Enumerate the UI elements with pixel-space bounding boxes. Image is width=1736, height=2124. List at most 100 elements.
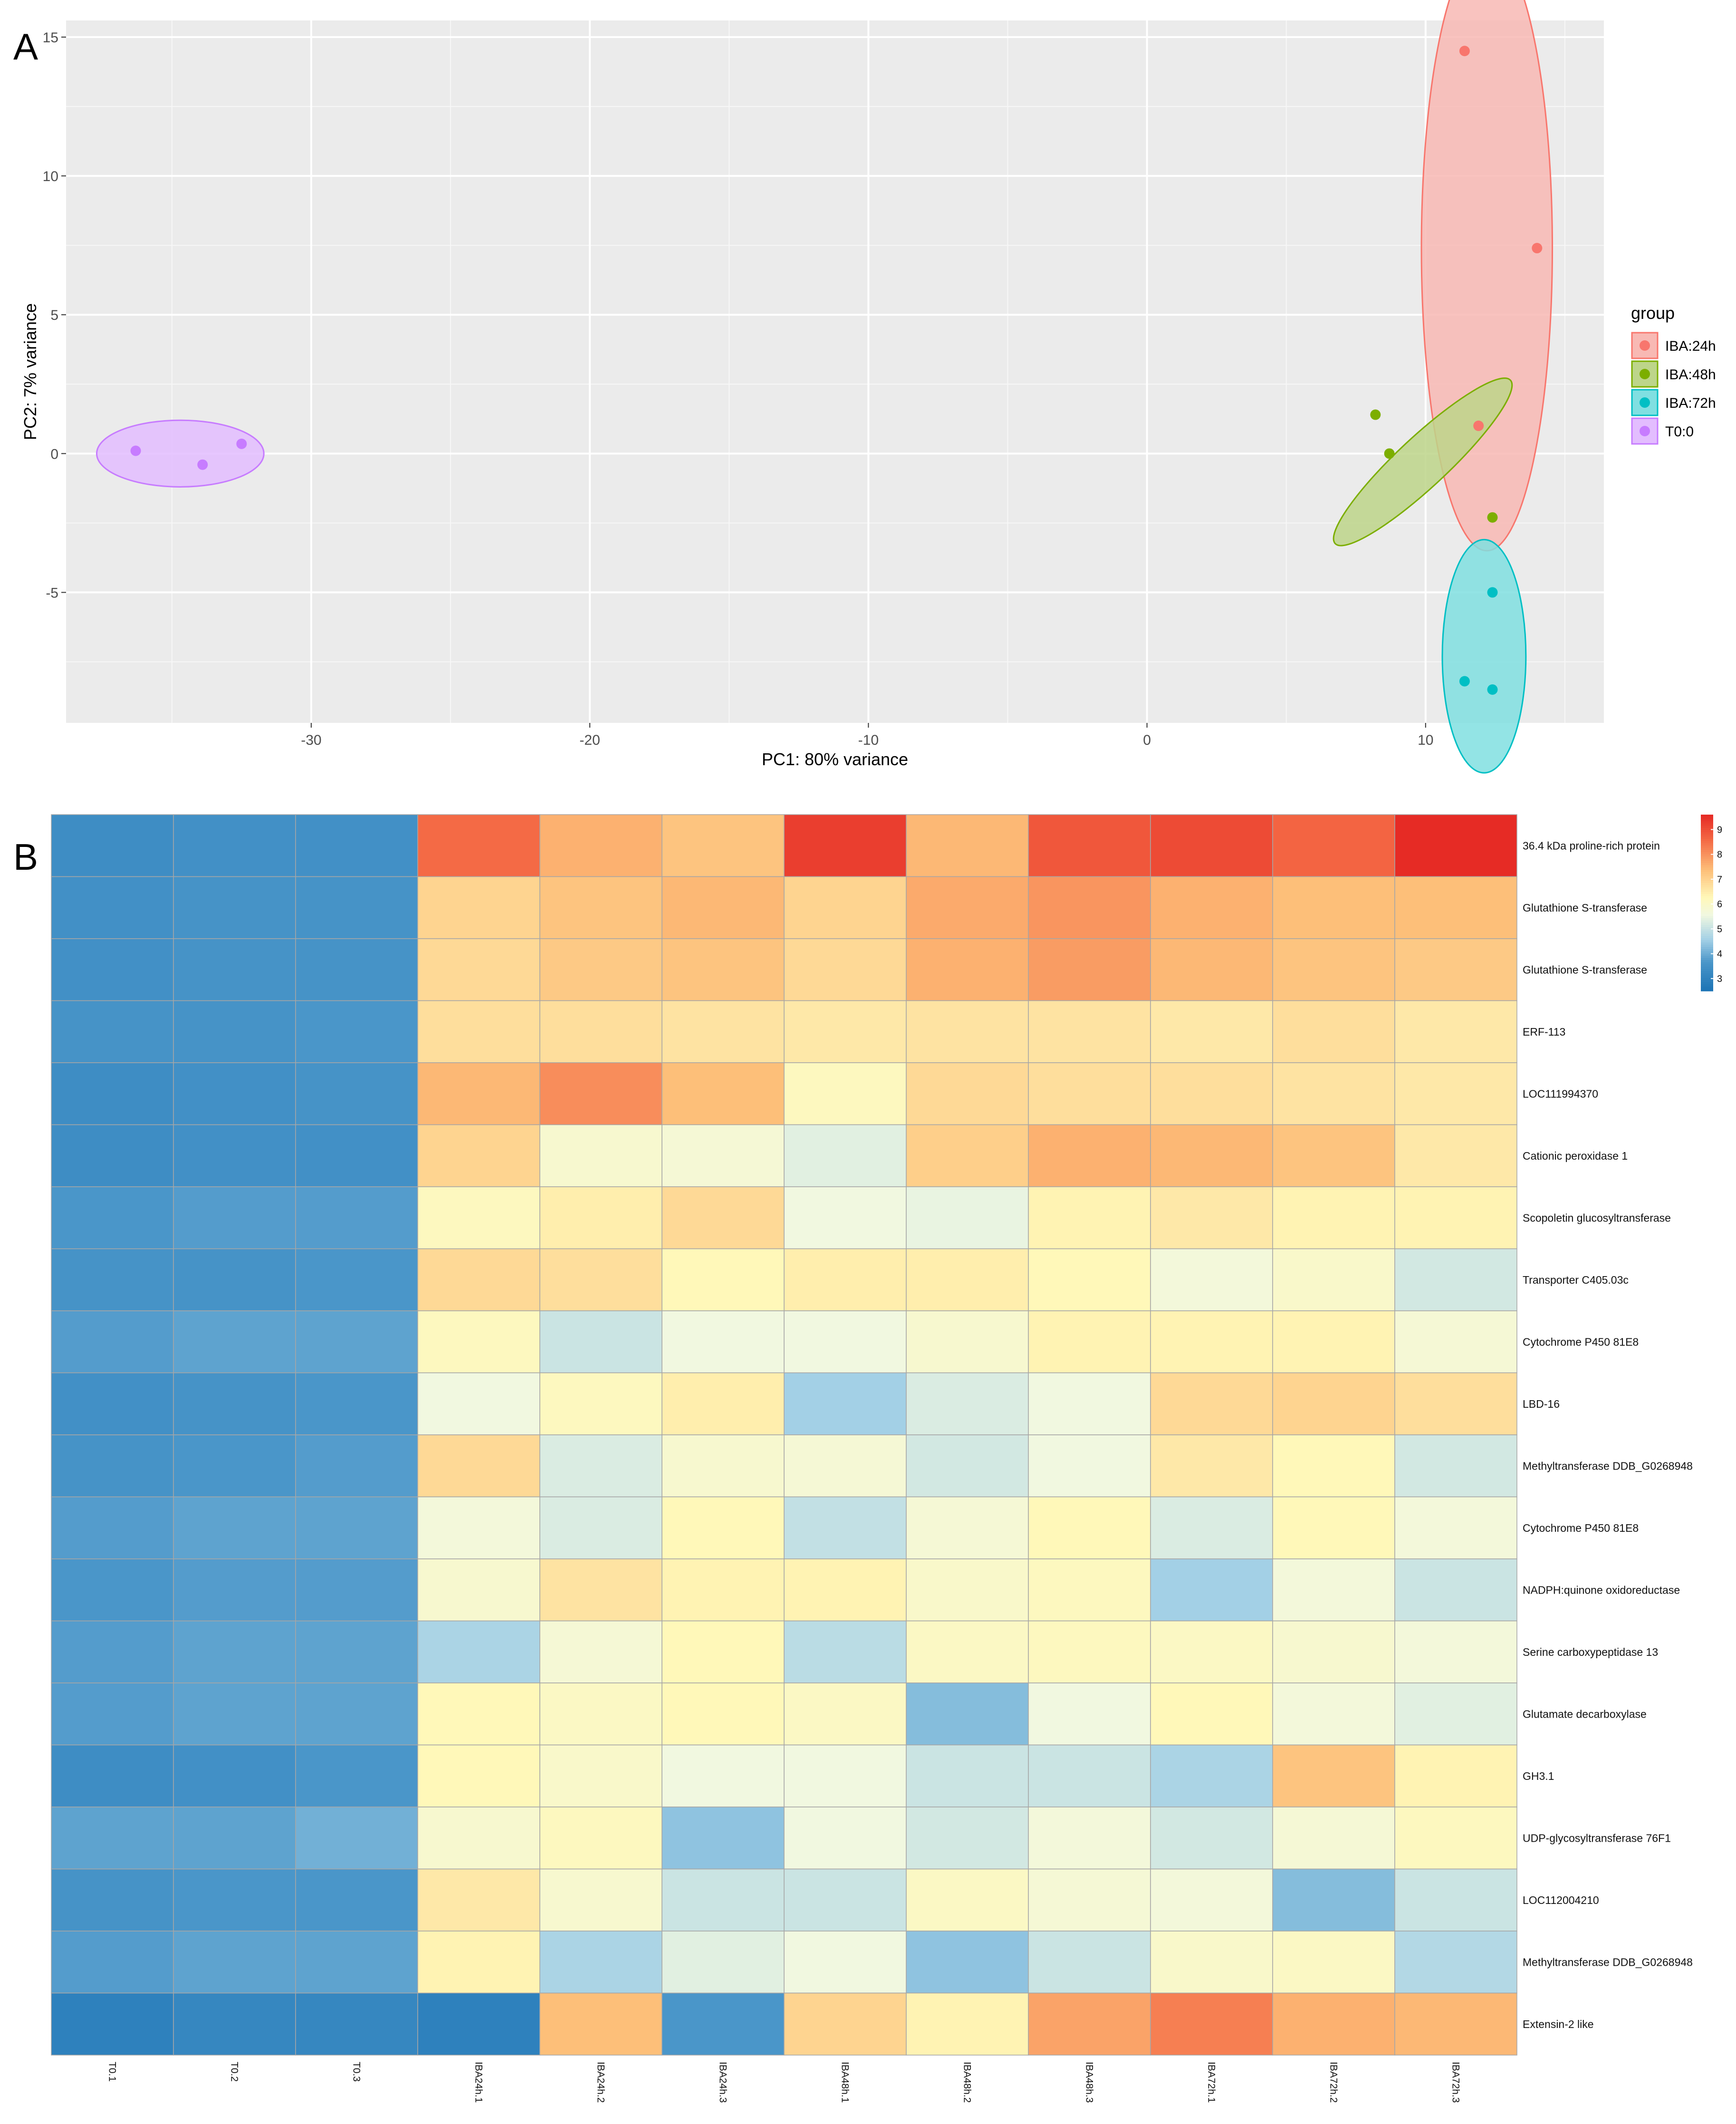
pca-y-ticks: -5 0 5 10 15 bbox=[43, 30, 66, 601]
heatmap-cell bbox=[906, 1744, 1029, 1807]
heatmap-cell bbox=[173, 1620, 296, 1683]
colorbar-segment bbox=[1701, 951, 1713, 954]
heatmap-row-label: Transporter C405.03c bbox=[1523, 1274, 1629, 1286]
colorbar-segment bbox=[1701, 949, 1713, 952]
heatmap-cell bbox=[662, 1310, 785, 1374]
legend-point-iba-24h bbox=[1640, 340, 1650, 351]
legend-label-t0-0: T0:0 bbox=[1665, 424, 1694, 440]
heatmap-cell bbox=[1150, 1807, 1273, 1870]
heatmap-cell bbox=[906, 1124, 1029, 1187]
heatmap-cell bbox=[1394, 1124, 1517, 1187]
ellipse-t0-0 bbox=[96, 419, 265, 488]
heatmap-cell bbox=[51, 1124, 174, 1187]
heatmap-cell bbox=[662, 1682, 785, 1746]
y-tick-label: 10 bbox=[43, 169, 58, 184]
colorbar-segment bbox=[1701, 955, 1713, 959]
colorbar-segment bbox=[1701, 889, 1713, 893]
y-tick-label: 15 bbox=[43, 30, 58, 46]
heatmap-cell bbox=[1394, 1682, 1517, 1746]
heatmap-cell bbox=[784, 1807, 907, 1870]
colorbar-segment bbox=[1701, 958, 1713, 961]
heatmap-cell bbox=[417, 1868, 540, 1932]
heatmap-cell bbox=[1150, 938, 1273, 1001]
heatmap-cell bbox=[784, 1558, 907, 1622]
y-tick-label: -5 bbox=[46, 585, 58, 601]
heatmap-cell bbox=[1394, 1372, 1517, 1435]
heatmap-row-label: Glutathione S-transferase bbox=[1523, 963, 1647, 976]
heatmap-cell bbox=[295, 1931, 418, 1994]
heatmap-cell bbox=[1272, 1124, 1395, 1187]
x-tick-label: -10 bbox=[858, 732, 879, 748]
heatmap-cell bbox=[662, 1931, 785, 1994]
pca-minor-gridlines bbox=[66, 20, 1604, 723]
heatmap-row-label: UDP-glycosyltransferase 76F1 bbox=[1523, 1832, 1671, 1844]
heatmap-cell bbox=[51, 1434, 174, 1498]
heatmap-column-label: IBA48h.1 bbox=[840, 2062, 851, 2103]
heatmap-cell bbox=[295, 1434, 418, 1498]
heatmap-cell bbox=[417, 1682, 540, 1746]
heatmap-cell bbox=[1394, 938, 1517, 1001]
colorbar-segment bbox=[1701, 916, 1713, 919]
colorbar-segment bbox=[1701, 953, 1713, 956]
colorbar-segment bbox=[1701, 989, 1713, 991]
heatmap-column-label: T0.2 bbox=[229, 2062, 240, 2082]
heatmap-cell bbox=[417, 1124, 540, 1187]
heatmap-cell bbox=[1150, 1062, 1273, 1125]
colorbar-segment bbox=[1701, 982, 1713, 985]
heatmap-row-label: Cationic peroxidase 1 bbox=[1523, 1150, 1628, 1162]
point-t0-0 bbox=[197, 459, 208, 470]
heatmap-cell bbox=[662, 1807, 785, 1870]
heatmap-row-label: Serine carboxypeptidase 13 bbox=[1523, 1646, 1658, 1658]
heatmap-cell bbox=[784, 1868, 907, 1932]
heatmap-cell bbox=[417, 876, 540, 939]
heatmap-cell bbox=[1028, 814, 1151, 877]
heatmap-cell bbox=[51, 938, 174, 1001]
heatmap-cell bbox=[417, 1310, 540, 1374]
heatmap-cell bbox=[295, 1558, 418, 1622]
heatmap-column-label: IBA48h.3 bbox=[1084, 2062, 1095, 2103]
colorbar-segment bbox=[1701, 960, 1713, 963]
colorbar-tick-label: 5 bbox=[1717, 924, 1722, 934]
heatmap-cell bbox=[784, 1682, 907, 1746]
heatmap-cell bbox=[1028, 1807, 1151, 1870]
heatmap-cell bbox=[906, 814, 1029, 877]
heatmap-cell bbox=[173, 1682, 296, 1746]
heatmap-cell bbox=[1150, 1310, 1273, 1374]
heatmap-column-label: T0.1 bbox=[107, 2062, 118, 2082]
heatmap-cell bbox=[662, 1434, 785, 1498]
heatmap-cell bbox=[295, 1248, 418, 1311]
x-tick-label: -20 bbox=[579, 732, 600, 748]
colorbar-segment bbox=[1701, 856, 1713, 859]
heatmap-cell bbox=[1272, 1186, 1395, 1249]
heatmap-cell bbox=[1394, 1496, 1517, 1559]
heatmap-cell bbox=[417, 1062, 540, 1125]
colorbar-segment bbox=[1701, 986, 1713, 990]
pca-points bbox=[130, 46, 1543, 695]
pca-plot-panel bbox=[66, 20, 1604, 723]
heatmap-cell bbox=[906, 1496, 1029, 1559]
heatmap-cell bbox=[1272, 1372, 1395, 1435]
heatmap-cell bbox=[906, 1682, 1029, 1746]
point-iba-72h bbox=[1459, 676, 1470, 687]
heatmap-column-label: IBA24h.3 bbox=[718, 2062, 729, 2103]
panel-a-label: A bbox=[13, 26, 38, 67]
colorbar-segment bbox=[1701, 832, 1713, 835]
heatmap-cell bbox=[1394, 1000, 1517, 1063]
heatmap-cell bbox=[417, 1434, 540, 1498]
heatmap-cell bbox=[417, 1496, 540, 1559]
heatmap-cell bbox=[295, 1992, 418, 2056]
heatmap-cell bbox=[1272, 1558, 1395, 1622]
heatmap-cell bbox=[539, 1062, 662, 1125]
heatmap-cell bbox=[173, 1496, 296, 1559]
heatmap-cell bbox=[1028, 876, 1151, 939]
heatmap-cell bbox=[1028, 1062, 1151, 1125]
x-tick-label: -30 bbox=[301, 732, 321, 748]
colorbar-segment bbox=[1701, 817, 1713, 820]
heatmap-cell bbox=[662, 876, 785, 939]
heatmap-cell bbox=[295, 876, 418, 939]
heatmap-cell bbox=[662, 1620, 785, 1683]
heatmap-cell bbox=[1394, 1620, 1517, 1683]
colorbar-tick-label: 3 bbox=[1717, 974, 1722, 984]
heatmap-column-label: IBA24h.1 bbox=[473, 2062, 484, 2103]
heatmap-cell bbox=[51, 1868, 174, 1932]
